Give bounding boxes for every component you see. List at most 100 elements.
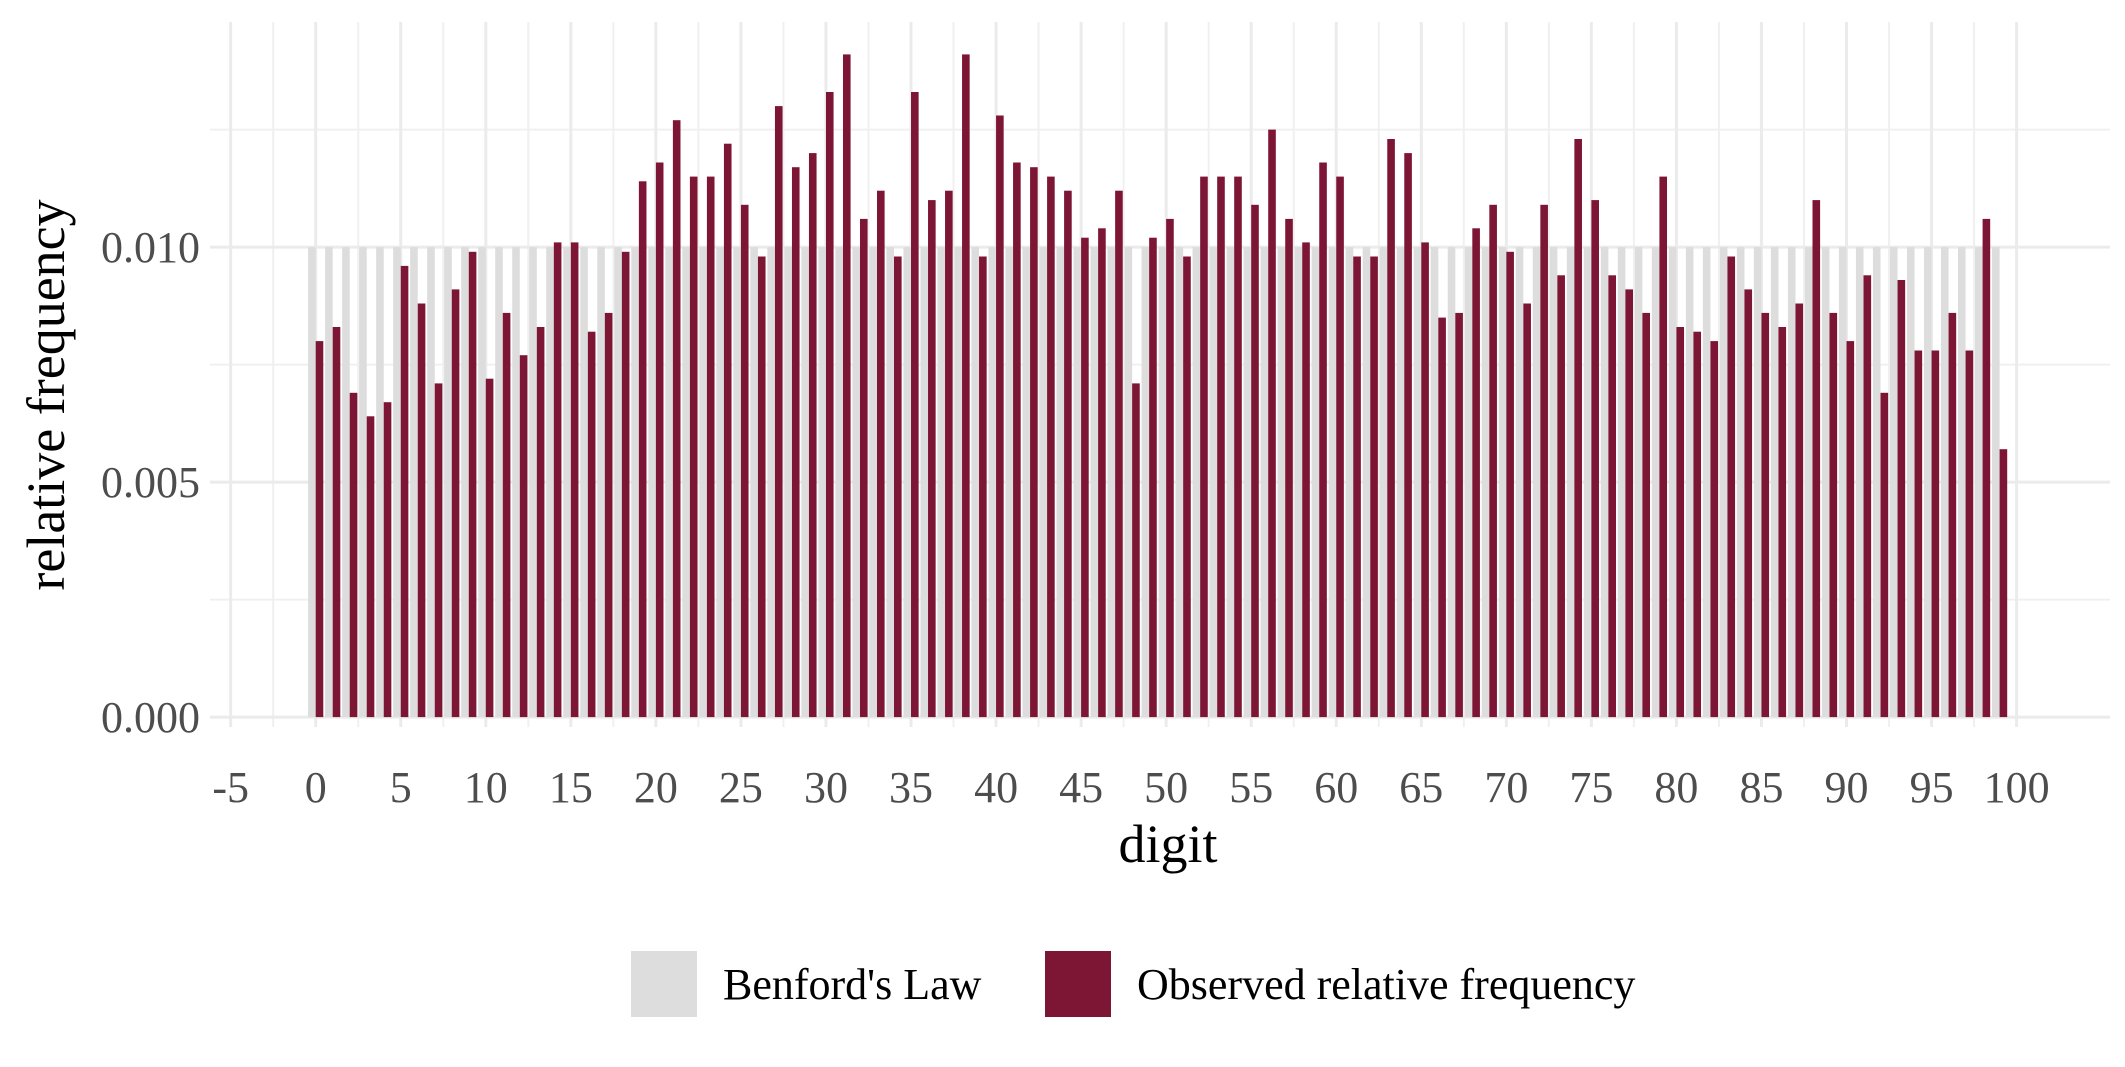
bar-observed — [315, 341, 324, 718]
bar-observed — [842, 54, 851, 718]
bar-benfords-law — [1056, 247, 1065, 718]
bar-benfords-law — [1855, 247, 1864, 718]
bar-observed — [723, 143, 732, 718]
bars — [308, 54, 2008, 718]
bar-observed — [1710, 341, 1719, 718]
bar-benfords-law — [614, 247, 622, 718]
bar-benfords-law — [1600, 247, 1609, 718]
bar-benfords-law — [869, 247, 877, 718]
bar-observed — [672, 120, 681, 718]
bar-observed — [1030, 167, 1038, 718]
bar-benfords-law — [1413, 247, 1422, 718]
bar-observed — [1506, 251, 1514, 718]
bar-observed — [928, 200, 936, 718]
bar-benfords-law — [478, 247, 486, 718]
bar-benfords-law — [512, 247, 520, 718]
bar-benfords-law — [1787, 247, 1796, 718]
bar-benfords-law — [631, 247, 639, 718]
bar-benfords-law — [1957, 247, 1966, 718]
bar-observed — [1608, 275, 1616, 718]
bar-observed — [1404, 153, 1412, 718]
bar-benfords-law — [733, 247, 741, 718]
bar-observed — [1081, 237, 1089, 718]
bar-observed — [1591, 200, 1599, 718]
bar-observed — [1931, 350, 1940, 718]
bar-observed — [1217, 176, 1225, 718]
bar-observed — [1489, 204, 1497, 718]
bar-benfords-law — [597, 247, 605, 718]
x-tick-label: 45 — [1059, 763, 1103, 812]
bar-observed — [536, 327, 545, 718]
bar-observed — [1523, 303, 1531, 718]
bar-benfords-law — [1617, 247, 1626, 718]
bar-observed — [774, 106, 783, 718]
bar-benfords-law — [1396, 247, 1405, 718]
bar-observed — [553, 242, 562, 718]
legend-label-benfords-law: Benford's Law — [723, 960, 982, 1009]
bar-benfords-law — [818, 247, 826, 718]
bar-observed — [689, 176, 698, 718]
y-tick-label: 0.005 — [101, 458, 200, 507]
bar-observed — [1999, 449, 2008, 718]
bar-observed — [859, 218, 868, 718]
bar-observed — [349, 392, 358, 718]
bar-observed — [1013, 162, 1021, 718]
bar-benfords-law — [886, 247, 895, 718]
bar-benfords-law — [648, 247, 656, 718]
x-tick-label: 85 — [1739, 763, 1783, 812]
bar-benfords-law — [359, 247, 367, 718]
bar-observed — [485, 378, 494, 718]
bar-observed — [655, 162, 664, 718]
bar-benfords-law — [1090, 247, 1099, 718]
bar-benfords-law — [1974, 247, 1983, 718]
bar-benfords-law — [1362, 247, 1371, 718]
bar-benfords-law — [1668, 247, 1677, 718]
bar-observed — [1268, 129, 1276, 718]
bar-observed — [502, 312, 511, 718]
bar-benfords-law — [1481, 247, 1490, 718]
x-axis-ticks: -5 0 5 10 15 20 25 30 35 40 45 50 55 60 65 70 75 80 85 90 95… — [212, 763, 2049, 812]
bar-observed — [434, 383, 443, 718]
bar-observed — [1149, 237, 1157, 718]
bar-benfords-law — [1515, 247, 1524, 718]
bar-benfords-law — [1583, 247, 1592, 718]
bar-observed — [1642, 312, 1651, 718]
x-tick-label: 70 — [1484, 763, 1528, 812]
bar-benfords-law — [665, 247, 673, 718]
bar-observed — [1557, 275, 1565, 718]
x-tick-label: 65 — [1399, 763, 1443, 812]
bar-benfords-law — [1294, 247, 1303, 718]
bar-benfords-law — [1039, 247, 1048, 718]
bar-benfords-law — [1192, 247, 1201, 718]
bar-benfords-law — [1379, 247, 1388, 718]
bar-benfords-law — [1685, 247, 1694, 718]
bar-benfords-law — [682, 247, 690, 718]
bar-benfords-law — [1277, 247, 1286, 718]
bar-observed — [740, 204, 749, 718]
bar-observed — [825, 92, 834, 718]
x-tick-label: 25 — [719, 763, 763, 812]
bar-benfords-law — [580, 247, 588, 718]
x-axis-title: digit — [1118, 814, 1217, 874]
x-tick-label: 50 — [1144, 763, 1188, 812]
bar-observed — [1251, 204, 1259, 718]
bar-observed — [1438, 317, 1446, 718]
bar-benfords-law — [410, 247, 418, 718]
bar-observed — [366, 416, 375, 718]
bar-observed — [1132, 383, 1140, 718]
bar-observed — [1795, 303, 1804, 718]
bar-observed — [1863, 275, 1872, 718]
bar-observed — [519, 355, 528, 718]
x-tick-label: 40 — [974, 763, 1018, 812]
bar-benfords-law — [393, 247, 401, 718]
bar-benfords-law — [1005, 247, 1014, 718]
bar-observed — [587, 331, 596, 718]
bar-observed — [1744, 289, 1753, 718]
bar-benfords-law — [784, 247, 792, 718]
bar-benfords-law — [954, 247, 963, 718]
bar-benfords-law — [1260, 247, 1269, 718]
bar-observed — [1047, 176, 1055, 718]
y-tick-label: 0.000 — [101, 693, 200, 742]
bar-observed — [1829, 312, 1838, 718]
bar-benfords-law — [750, 247, 758, 718]
